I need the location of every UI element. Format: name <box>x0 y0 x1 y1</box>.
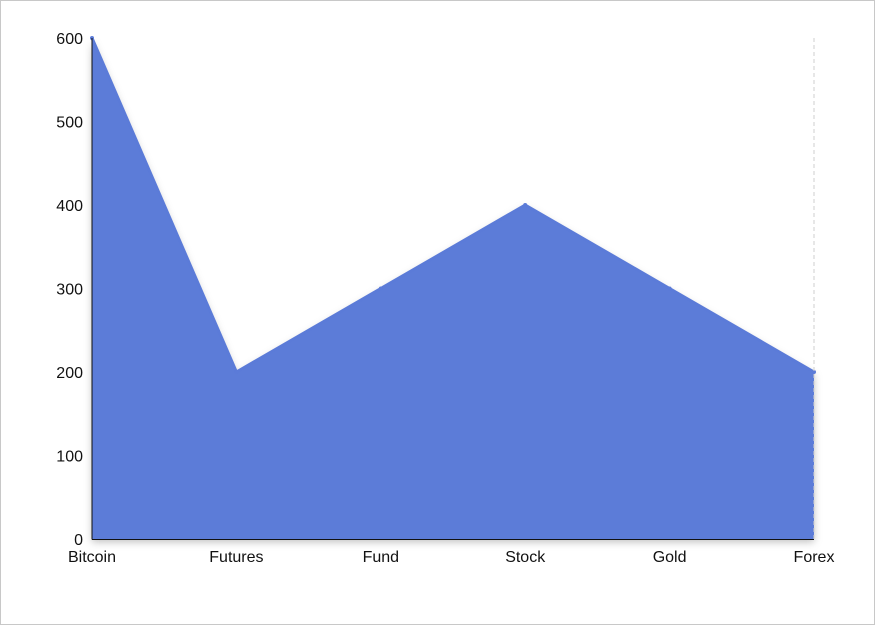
data-point <box>378 286 383 291</box>
y-tick-label: 400 <box>56 198 83 215</box>
y-tick-label: 600 <box>56 31 83 48</box>
y-tick-label: 500 <box>56 115 83 132</box>
data-point <box>523 203 528 207</box>
x-tick-label: Futures <box>209 549 263 566</box>
y-tick-label: 0 <box>74 532 83 549</box>
area-fill <box>92 38 814 539</box>
y-tick-label: 100 <box>56 449 83 466</box>
series-line <box>90 37 815 374</box>
x-axis-ticks: Bitcoin Futures Fund Stock Gold Forex <box>68 549 834 566</box>
x-tick-label: Gold <box>653 549 687 566</box>
data-point <box>234 370 239 374</box>
data-point <box>812 370 816 374</box>
x-tick-label: Fund <box>363 549 399 566</box>
x-tick-label: Stock <box>505 549 546 566</box>
y-tick-label: 200 <box>56 365 83 382</box>
x-tick-label: Bitcoin <box>68 549 116 566</box>
area-layer <box>90 36 816 539</box>
y-tick-label: 300 <box>56 282 83 299</box>
axis-layer <box>91 38 815 540</box>
data-point <box>667 286 672 291</box>
x-tick-label: Forex <box>794 549 835 566</box>
y-axis-ticks: 0 100 200 300 400 500 600 <box>56 31 83 549</box>
